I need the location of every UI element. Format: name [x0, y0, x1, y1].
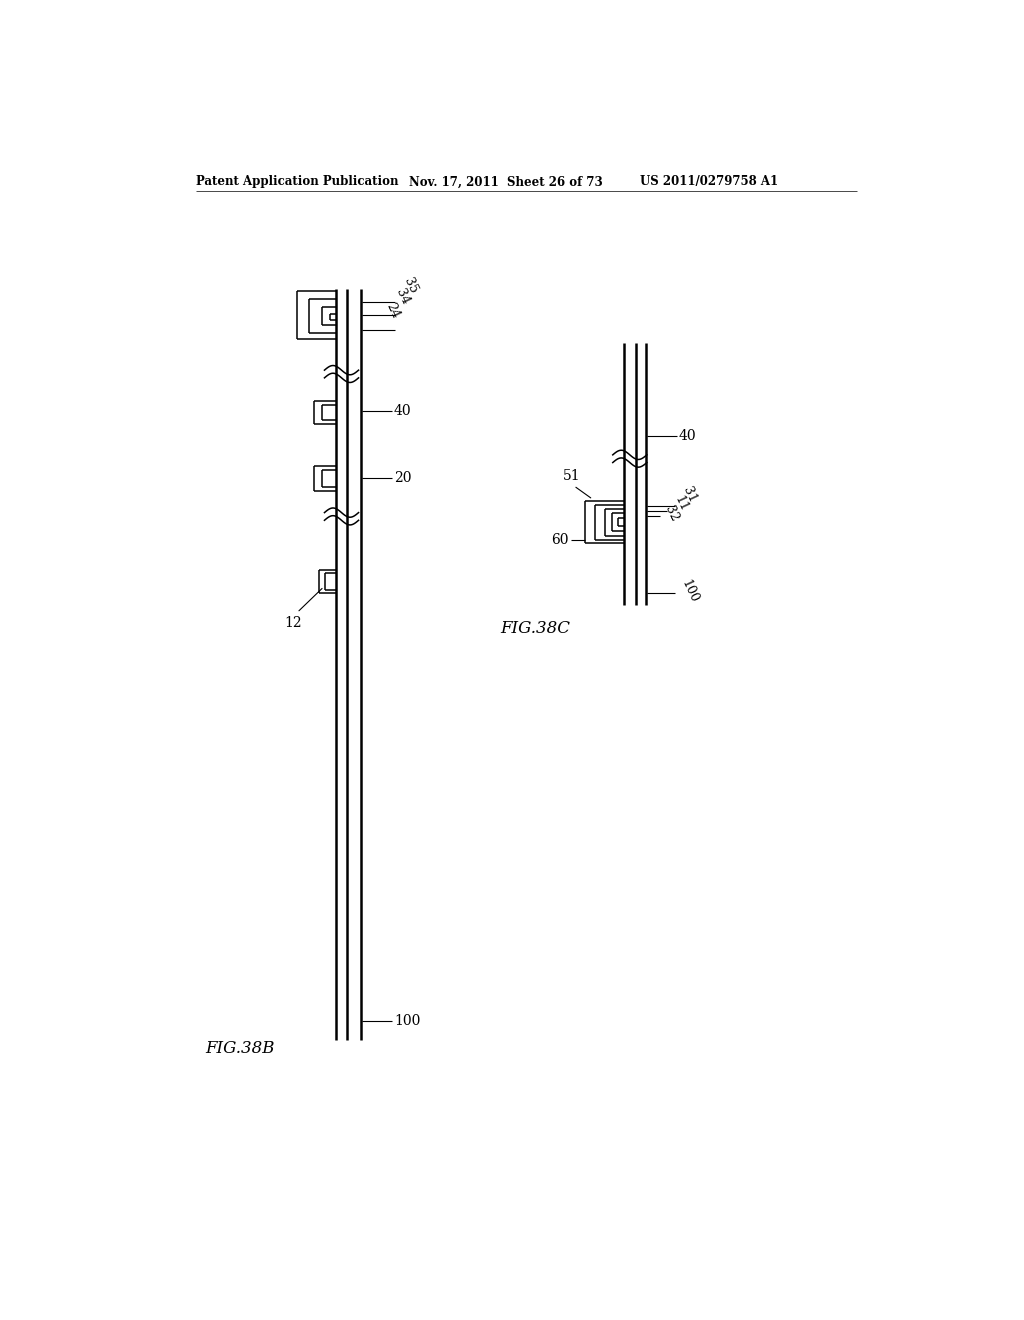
Text: Nov. 17, 2011  Sheet 26 of 73: Nov. 17, 2011 Sheet 26 of 73	[409, 176, 602, 189]
Text: 60: 60	[551, 532, 568, 546]
Text: 40: 40	[394, 404, 412, 418]
Text: 32: 32	[663, 504, 681, 524]
Text: 51: 51	[562, 469, 581, 483]
Text: 31: 31	[681, 484, 699, 504]
Text: 40: 40	[679, 429, 696, 442]
Text: FIG.38B: FIG.38B	[206, 1040, 275, 1057]
Text: 20: 20	[394, 471, 412, 484]
Text: 24: 24	[384, 301, 402, 321]
Text: 34: 34	[393, 286, 412, 308]
Text: FIG.38C: FIG.38C	[500, 620, 570, 638]
Text: US 2011/0279758 A1: US 2011/0279758 A1	[640, 176, 777, 189]
Text: 100: 100	[394, 1014, 420, 1028]
Text: 12: 12	[285, 615, 302, 630]
Text: 11: 11	[672, 494, 690, 513]
Text: 100: 100	[678, 578, 700, 605]
Text: 35: 35	[400, 276, 419, 296]
Text: Patent Application Publication: Patent Application Publication	[197, 176, 398, 189]
